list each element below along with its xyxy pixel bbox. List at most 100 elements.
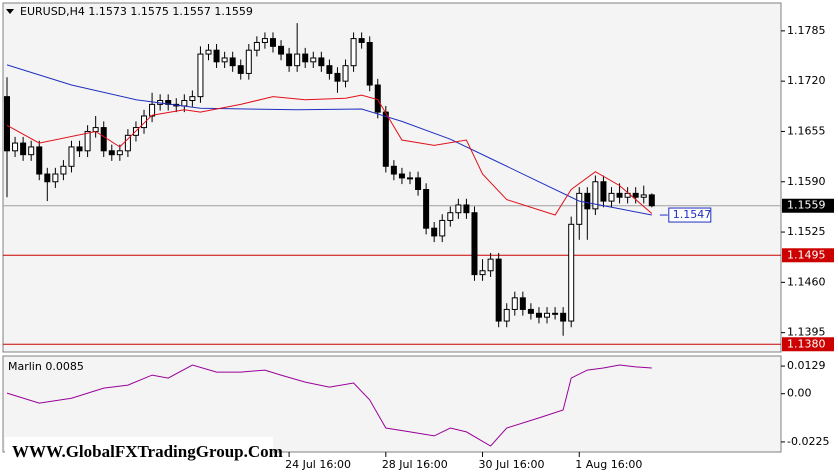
- candle-body: [318, 57, 325, 67]
- candle-body: [302, 53, 309, 63]
- candle-body: [245, 49, 252, 74]
- candle-body: [350, 38, 357, 67]
- indicator-panel: [2, 355, 782, 453]
- y-tick-label: 1.1720: [787, 74, 826, 87]
- moving-average: [6, 94, 653, 216]
- candle-body: [52, 173, 59, 183]
- candle-body: [261, 38, 268, 43]
- candle-body: [326, 65, 333, 74]
- candle-body: [205, 49, 212, 55]
- candle-body: [616, 192, 623, 198]
- candle-body: [141, 115, 148, 129]
- y-tick-label: 0.00: [787, 387, 812, 400]
- candle-body: [423, 188, 430, 229]
- candle-body: [310, 57, 317, 63]
- candle-body: [560, 312, 567, 322]
- candle-body: [181, 100, 188, 107]
- x-tick-label: 28 Jul 16:00: [382, 458, 448, 471]
- level-label-box: [782, 248, 834, 263]
- chart-title: EURUSD,H4 1.1573 1.1575 1.1557 1.1559: [20, 5, 253, 18]
- x-tick-label: 30 Jul 16:00: [479, 458, 545, 471]
- value-label-box: [668, 207, 712, 223]
- candle-body: [76, 146, 83, 152]
- candle-body: [374, 84, 381, 113]
- y-tick-label: 1.1395: [787, 326, 826, 339]
- y-tick-label: 1.1525: [787, 225, 826, 238]
- candle-body: [278, 45, 285, 55]
- indicator-line: [6, 364, 652, 447]
- candle-body: [463, 204, 470, 214]
- candle-body: [471, 212, 478, 276]
- candle-body: [552, 312, 559, 315]
- candle-body: [608, 192, 615, 202]
- y-tick-label: 0.0129: [787, 359, 826, 372]
- candle-body: [36, 146, 43, 175]
- y-tick-label: -0.0225: [787, 435, 829, 448]
- candle-body: [28, 146, 35, 156]
- candle-body: [439, 219, 446, 237]
- candle-body: [116, 150, 123, 156]
- candle-body: [334, 72, 341, 82]
- candle-body: [4, 96, 10, 152]
- level-label: 1.1495: [787, 248, 826, 261]
- candle-body: [84, 130, 91, 152]
- candle-body: [286, 53, 293, 67]
- moving-average: [6, 64, 652, 216]
- candle-body: [197, 53, 204, 98]
- candle-body: [407, 177, 413, 180]
- candle-body: [390, 165, 397, 175]
- candle-body: [294, 53, 301, 67]
- candle-body: [189, 96, 196, 102]
- y-tick-label: 1.1785: [787, 24, 826, 37]
- candle-body: [108, 150, 115, 156]
- y-tick-label: 1.1590: [787, 175, 826, 188]
- candle-body: [398, 173, 405, 179]
- candle-body: [479, 270, 486, 276]
- candle-body: [60, 165, 67, 175]
- candle-body: [544, 312, 551, 318]
- x-tick-label: 1 Aug 16:00: [575, 458, 642, 471]
- candle-body: [213, 49, 220, 63]
- candle-body: [269, 38, 276, 47]
- candle-body: [358, 38, 365, 43]
- candle-body: [648, 194, 655, 207]
- candle-body: [253, 41, 260, 51]
- candle-body: [503, 308, 510, 322]
- candle-body: [221, 57, 228, 63]
- menu-triangle: [6, 9, 14, 14]
- candle-body: [12, 142, 19, 152]
- candle-body: [149, 103, 156, 117]
- candle-body: [229, 57, 236, 67]
- candle-body: [447, 212, 454, 221]
- candle-body: [92, 127, 99, 132]
- candle-body: [431, 227, 438, 237]
- candle-body: [68, 146, 75, 167]
- candle-body: [584, 192, 591, 210]
- candle-body: [495, 258, 502, 322]
- price-panel: [2, 2, 782, 353]
- candle-body: [576, 192, 583, 225]
- candle-body: [511, 297, 518, 310]
- level-label-box: [782, 337, 834, 352]
- y-tick-label: 1.1460: [787, 275, 826, 288]
- indicator-label: Marlin 0.0085: [8, 360, 84, 373]
- x-tick-label: 24 Jul 16:00: [285, 458, 351, 471]
- candle-body: [527, 308, 534, 314]
- price-label: 1.1559: [787, 199, 826, 212]
- candle-body: [487, 258, 494, 272]
- level-label: 1.1380: [787, 337, 826, 350]
- candle-body: [124, 134, 131, 152]
- candle-body: [592, 181, 599, 210]
- value-label: 1.1547: [673, 208, 712, 221]
- watermark-box: [5, 437, 273, 469]
- candle-body: [600, 181, 607, 202]
- candle-body: [20, 142, 27, 156]
- candle-body: [100, 127, 107, 152]
- candle-body: [382, 111, 389, 167]
- candle-body: [568, 223, 575, 322]
- candle-body: [415, 177, 422, 190]
- candle-body: [640, 194, 647, 198]
- candle-body: [237, 65, 244, 74]
- candle-body: [519, 297, 526, 310]
